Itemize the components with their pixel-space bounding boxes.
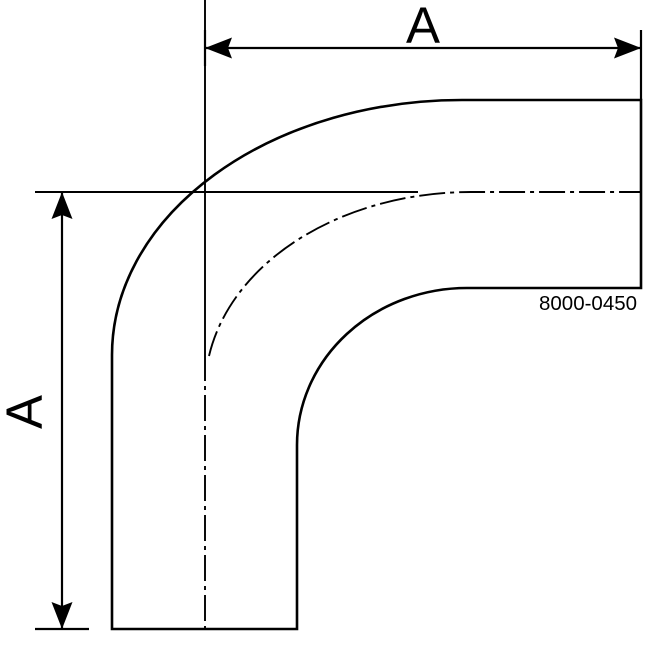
svg-text:A: A xyxy=(406,0,440,54)
svg-text:8000-0450: 8000-0450 xyxy=(539,292,637,315)
svg-text:A: A xyxy=(0,395,53,429)
